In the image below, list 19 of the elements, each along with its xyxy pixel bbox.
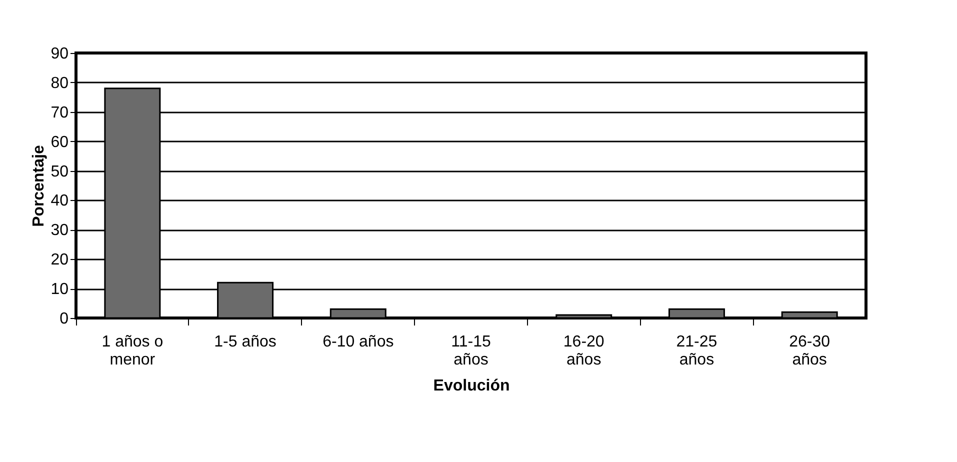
x-tick-label: 1 años o menor — [102, 334, 164, 368]
y-tick-label: 30 — [50, 222, 69, 240]
x-tick-label: 16-20 años — [563, 334, 604, 368]
y-tick-label: 10 — [50, 281, 69, 298]
x-axis-title: Evolución — [433, 378, 510, 394]
x-tick-label: 11-15 años — [451, 334, 491, 368]
y-tick-label: 20 — [50, 252, 69, 269]
y-tick-label: 80 — [50, 74, 69, 92]
x-tick-label: 21-25 años — [676, 334, 718, 368]
x-tick-label: 26-30 años — [789, 334, 830, 368]
y-tick-label: 60 — [50, 134, 69, 151]
y-axis-title: Porcentaje — [30, 144, 48, 227]
x-tick-label: 6-10 años — [322, 334, 394, 350]
y-tick-label: 0 — [60, 310, 69, 328]
x-tick-label: 1-5 años — [214, 334, 276, 350]
y-tick-label: 40 — [50, 192, 69, 210]
y-tick-label: 50 — [50, 163, 69, 180]
y-tick-label: 70 — [50, 104, 69, 122]
y-tick-label: 90 — [50, 46, 69, 62]
